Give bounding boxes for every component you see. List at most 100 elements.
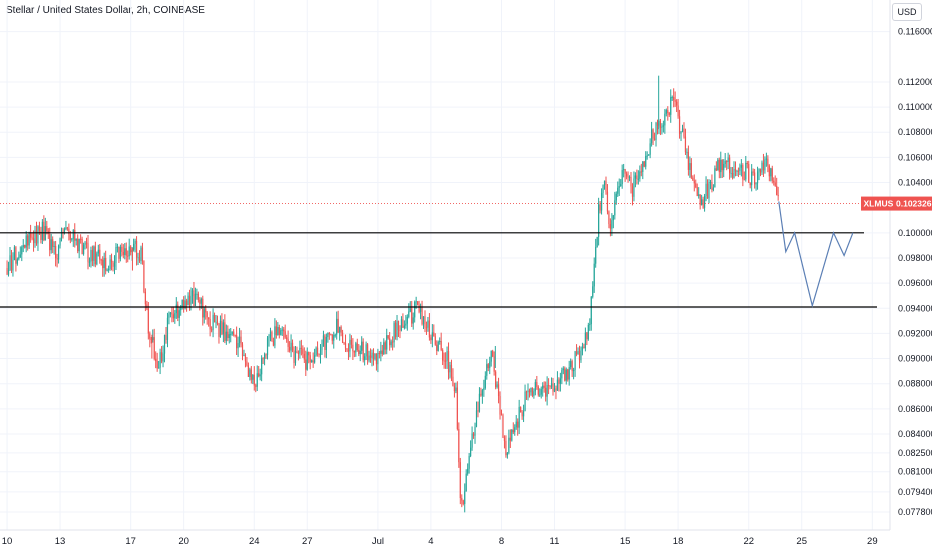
y-tick-label: 0.092000 (898, 328, 932, 338)
candle-body (728, 157, 731, 174)
candle-body (562, 368, 564, 371)
candle-body (618, 186, 620, 188)
candle-body (508, 437, 510, 453)
candle-body (314, 355, 316, 363)
candle-body (190, 296, 192, 305)
candle-body (135, 240, 138, 258)
candle-body (506, 452, 508, 456)
candle-body (770, 168, 772, 177)
candle-body (339, 326, 341, 333)
support-resistance-lines[interactable] (0, 232, 877, 308)
candle-body (446, 351, 448, 361)
candle-body (24, 244, 26, 248)
y-tick-label: 0.104000 (898, 178, 932, 188)
candle-body (66, 227, 68, 229)
y-tick-label: 0.088000 (898, 379, 932, 389)
candle-body (250, 369, 252, 380)
y-tick-label: 0.110000 (898, 102, 932, 112)
candle-body (133, 243, 135, 250)
candle-body (773, 180, 775, 183)
candle-body (405, 323, 407, 326)
candle-body (698, 194, 700, 196)
projection-path[interactable] (778, 201, 854, 309)
candle-body (389, 338, 391, 346)
candle-body (636, 175, 638, 179)
candle-body (740, 165, 742, 168)
candle-body (500, 414, 503, 416)
candle-body (311, 360, 313, 363)
candle-body (306, 352, 308, 370)
candle-body (394, 322, 397, 337)
candle-body (746, 162, 748, 164)
candle-body (25, 235, 27, 248)
candle-body (745, 162, 747, 180)
candle-body (153, 337, 155, 359)
candle-body (377, 353, 379, 365)
candle-body (414, 302, 416, 318)
candle-body (646, 155, 648, 157)
candle-body (275, 326, 277, 336)
candle-body (546, 384, 548, 397)
candle-body (480, 393, 482, 396)
candle-body (359, 350, 361, 355)
candle-body (559, 378, 561, 384)
y-tick-label: 0.096000 (898, 278, 932, 288)
candle-body (278, 327, 280, 335)
candle-body (643, 161, 645, 167)
candle-body (152, 337, 154, 341)
currency-button[interactable]: USD (892, 3, 922, 21)
candle-body (765, 158, 767, 160)
candle-body (372, 352, 375, 359)
price-axis[interactable]: 0.116000 0.112000 0.110000 0.108000 0.106000… (898, 27, 932, 517)
candle-body (733, 168, 735, 178)
time-axis[interactable]: 10 13 17 20 24 27 Jul 4 8 11 15 18 22 25 29 (2, 536, 878, 547)
candle-body (761, 162, 763, 173)
candle-body (211, 329, 213, 331)
candle-body (471, 433, 473, 448)
candle-body (496, 384, 498, 388)
candle-body (155, 358, 157, 362)
candle-body (137, 257, 139, 259)
candle-body (574, 351, 576, 370)
candle-body (352, 344, 354, 352)
candle-body (493, 356, 495, 372)
candle-body (553, 388, 556, 392)
candle-body (499, 396, 501, 415)
candle-body (528, 390, 531, 393)
candle-body (141, 247, 144, 262)
candle-body (7, 270, 10, 275)
candles (6, 75, 779, 513)
candle-body (268, 336, 270, 339)
candle-body (655, 122, 657, 140)
candle-body (116, 246, 119, 248)
candle-body (280, 330, 282, 335)
candle-body (55, 246, 57, 259)
candle-body (69, 234, 71, 240)
candle-body (612, 215, 614, 221)
candle-body (556, 379, 559, 391)
candle-body (346, 348, 348, 351)
candle-body (625, 173, 628, 177)
candle-body (633, 178, 635, 197)
candle-body (623, 169, 625, 171)
candle-body (481, 390, 483, 396)
candle-body (256, 373, 258, 387)
candle-body (677, 105, 679, 117)
projection-polyline[interactable] (778, 201, 854, 309)
candle-body (43, 221, 45, 241)
candle-body (521, 412, 523, 417)
candle-body (474, 426, 476, 436)
candle-body (497, 384, 500, 397)
candle-body (327, 333, 329, 338)
candle-body (465, 473, 467, 492)
candle-body (661, 126, 663, 128)
candle-body (490, 350, 492, 362)
candle-body (110, 259, 113, 263)
candle-body (683, 128, 685, 137)
candle-body (459, 462, 461, 499)
y-tick-label: 0.077800 (898, 507, 932, 517)
candle-body (10, 255, 13, 271)
candle-body (334, 334, 336, 336)
candle-body (759, 168, 762, 173)
